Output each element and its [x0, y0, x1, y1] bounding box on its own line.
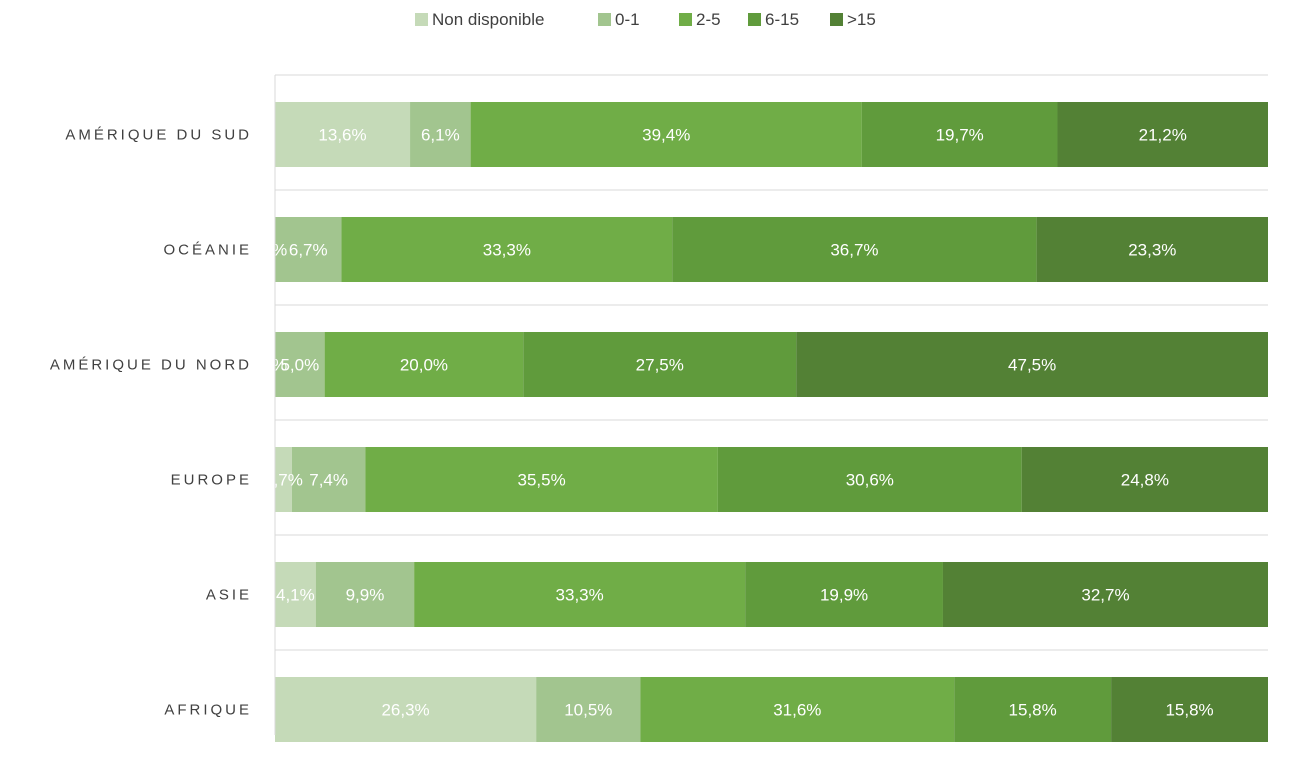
data-label-europe-non-disponible: 1,7%: [264, 471, 303, 490]
bar-amerique-du-nord-2-5: [324, 332, 524, 397]
bar-asie-non-disponible: [275, 562, 316, 627]
bar-europe-2-5: [365, 447, 718, 512]
category-label-europe: EUROPE: [171, 472, 252, 489]
bar-afrique-2-5: [640, 677, 955, 742]
data-label-oceanie-2-5: 33,3%: [483, 241, 531, 260]
data-label-europe-0-1: 7,4%: [309, 471, 348, 490]
bar-oceanie-gt-15: [1036, 217, 1268, 282]
legend-swatch-gt-15: [830, 13, 843, 26]
data-label-oceanie-0-1: 6,7%: [289, 241, 328, 260]
bar-amerique-du-sud-2-5: [470, 102, 862, 167]
bar-europe-6-15: [717, 447, 1022, 512]
bar-europe-gt-15: [1021, 447, 1268, 512]
bar-afrique-gt-15: [1111, 677, 1268, 742]
bar-amerique-du-sud-6-15: [861, 102, 1058, 167]
bar-afrique-0-1: [536, 677, 641, 742]
data-label-oceanie-gt-15: 23,3%: [1128, 241, 1176, 260]
bar-amerique-du-sud-0-1: [410, 102, 471, 167]
bars: [275, 102, 1268, 742]
bar-amerique-du-sud-gt-15: [1057, 102, 1268, 167]
bar-asie-6-15: [745, 562, 943, 627]
data-label-afrique-6-15: 15,8%: [1009, 701, 1057, 720]
data-label-amerique-du-nord-6-15: 27,5%: [636, 356, 684, 375]
data-label-asie-2-5: 33,3%: [556, 586, 604, 605]
data-label-amerique-du-nord-gt-15: 47,5%: [1008, 356, 1056, 375]
bar-asie-0-1: [315, 562, 415, 627]
legend-swatch-non-disponible: [415, 13, 428, 26]
bar-amerique-du-sud-non-disponible: [275, 102, 411, 167]
bar-amerique-du-nord-0-1: [275, 332, 325, 397]
category-label-amerique-du-nord: AMÉRIQUE DU NORD: [50, 357, 252, 374]
data-label-afrique-non-disponible: 26,3%: [381, 701, 429, 720]
data-label-amerique-du-sud-0-1: 6,1%: [421, 126, 460, 145]
category-labels: AMÉRIQUE DU SUD OCÉANIE AMÉRIQUE DU NORD EU…: [50, 127, 252, 719]
bar-europe-0-1: [291, 447, 366, 512]
data-label-oceanie-6-15: 36,7%: [830, 241, 878, 260]
data-label-europe-6-15: 30,6%: [846, 471, 894, 490]
data-label-amerique-du-sud-2-5: 39,4%: [642, 126, 690, 145]
legend-label-0-1: 0-1: [615, 10, 640, 29]
data-label-amerique-du-sud-non-disponible: 13,6%: [318, 126, 366, 145]
bar-afrique-6-15: [954, 677, 1112, 742]
category-label-afrique: AFRIQUE: [164, 702, 252, 719]
legend-swatch-0-1: [598, 13, 611, 26]
data-label-amerique-du-nord-2-5: 20,0%: [400, 356, 448, 375]
category-label-amerique-du-sud: AMÉRIQUE DU SUD: [65, 127, 252, 144]
bar-europe-non-disponible: [275, 447, 292, 512]
bar-amerique-du-nord-gt-15: [796, 332, 1268, 397]
legend: Non disponible 0-1 2-5 6-15 >15: [415, 10, 876, 29]
legend-label-non-disponible: Non disponible: [432, 10, 544, 29]
bar-amerique-du-nord-6-15: [523, 332, 797, 397]
legend-label-6-15: 6-15: [765, 10, 799, 29]
bar-afrique-non-disponible: [275, 677, 537, 742]
data-label-amerique-du-nord-0-1: 5,0%: [280, 356, 319, 375]
gridlines: [275, 74, 1268, 651]
data-label-asie-0-1: 9,9%: [346, 586, 385, 605]
data-label-asie-non-disponible: 4,1%: [276, 586, 315, 605]
legend-label-2-5: 2-5: [696, 10, 721, 29]
category-label-oceanie: OCÉANIE: [163, 242, 252, 259]
data-label-asie-6-15: 19,9%: [820, 586, 868, 605]
data-label-asie-gt-15: 32,7%: [1081, 586, 1129, 605]
data-label-amerique-du-sud-6-15: 19,7%: [936, 126, 984, 145]
data-label-europe-gt-15: 24,8%: [1121, 471, 1169, 490]
legend-swatch-6-15: [748, 13, 761, 26]
data-label-afrique-0-1: 10,5%: [564, 701, 612, 720]
data-label-afrique-2-5: 31,6%: [773, 701, 821, 720]
bar-asie-gt-15: [942, 562, 1268, 627]
bar-asie-2-5: [414, 562, 746, 627]
bar-oceanie-6-15: [672, 217, 1037, 282]
bar-oceanie-0-1: [275, 217, 342, 282]
data-label-europe-2-5: 35,5%: [518, 471, 566, 490]
data-labels: 13,6% 6,1% 39,4% 19,7% 21,2%0% 6,7% 33,3% 36,7%…: [263, 126, 1214, 720]
category-label-asie: ASIE: [206, 587, 252, 604]
bar-oceanie-2-5: [341, 217, 673, 282]
data-label-afrique-gt-15: 15,8%: [1165, 701, 1213, 720]
legend-label-gt-15: >15: [847, 10, 876, 29]
legend-swatch-2-5: [679, 13, 692, 26]
data-label-amerique-du-sud-gt-15: 21,2%: [1139, 126, 1187, 145]
